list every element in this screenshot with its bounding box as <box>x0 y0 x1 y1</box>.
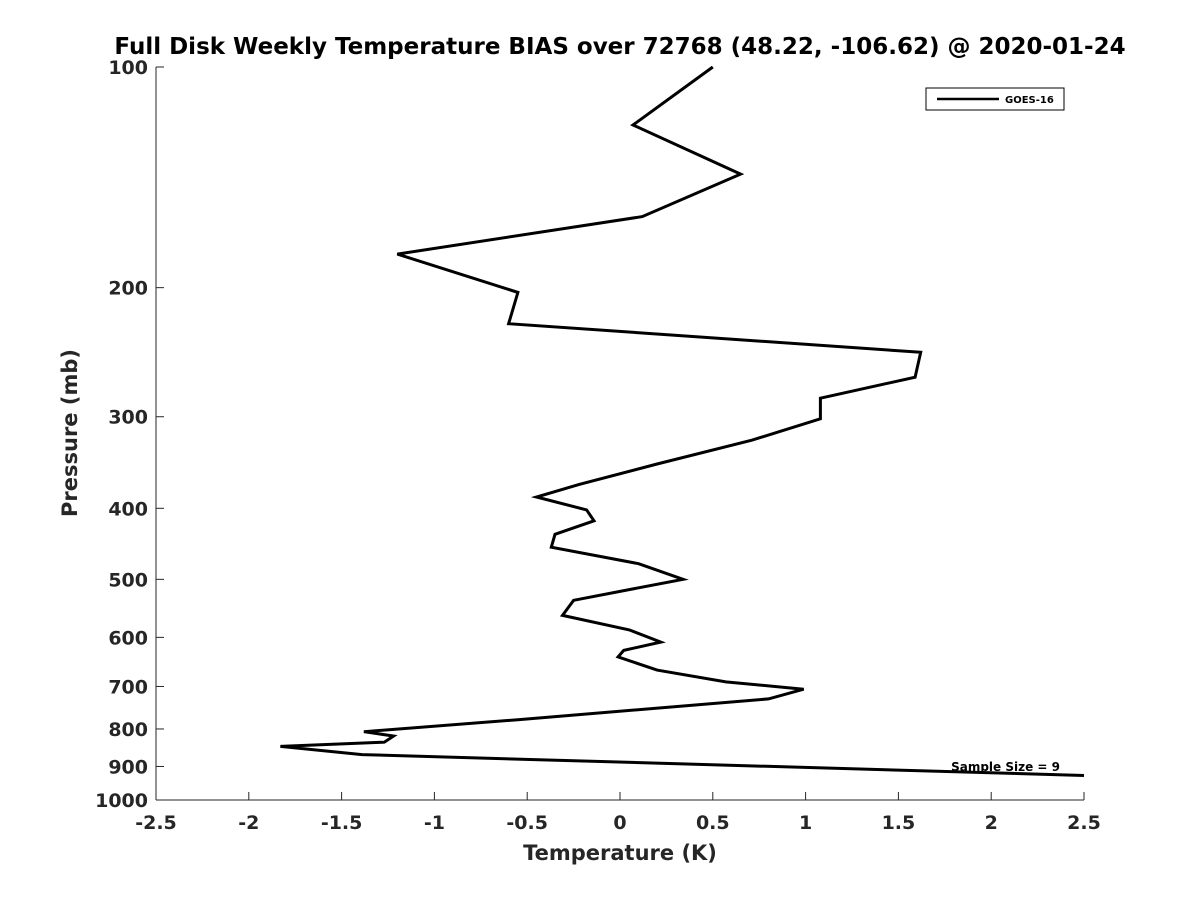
y-tick-label: 200 <box>108 278 148 300</box>
plot-frame <box>156 67 1084 800</box>
y-ticks: 100 200 300 400 500 600 700 800 900 1000 <box>95 57 164 812</box>
y-tick-label: 300 <box>108 407 148 429</box>
x-tick-label: 2 <box>985 812 998 834</box>
x-tick-label: -2 <box>238 812 259 834</box>
y-tick-label: 100 <box>108 57 148 79</box>
x-axis-label: Temperature (K) <box>523 841 717 865</box>
series-line-0 <box>280 65 1085 777</box>
chart-title: Full Disk Weekly Temperature BIAS over 7… <box>114 34 1125 60</box>
y-tick-label: 1000 <box>95 790 148 812</box>
x-ticks: -2.5 -2 -1.5 -1 -0.5 0 0.5 1 1.5 2 2.5 <box>135 792 1101 834</box>
y-tick-label: 900 <box>108 756 148 778</box>
x-tick-label: -1.5 <box>321 812 363 834</box>
y-tick-label: 700 <box>108 676 148 698</box>
x-tick-label: 1.5 <box>882 812 916 834</box>
plot-area: -2.5 -2 -1.5 -1 -0.5 0 0.5 1 1.5 2 2.5 100 200 300 40… <box>95 57 1101 834</box>
x-tick-label: 1 <box>799 812 812 834</box>
y-tick-label: 800 <box>108 719 148 741</box>
sample-size-annotation: Sample Size = 9 <box>951 760 1060 774</box>
series-layer <box>280 65 1085 777</box>
y-tick-label: 600 <box>108 627 148 649</box>
x-tick-label: 0 <box>613 812 626 834</box>
legend: GOES-16 <box>925 87 1065 111</box>
x-tick-label: -2.5 <box>135 812 177 834</box>
x-tick-label: -0.5 <box>506 812 548 834</box>
x-tick-label: -1 <box>424 812 445 834</box>
x-tick-label: 2.5 <box>1067 812 1101 834</box>
legend-label-goes-16: GOES-16 <box>1005 95 1054 106</box>
y-axis-label: Pressure (mb) <box>58 349 82 517</box>
y-tick-label: 400 <box>108 498 148 520</box>
y-tick-label: 500 <box>108 569 148 591</box>
x-tick-label: 0.5 <box>696 812 730 834</box>
